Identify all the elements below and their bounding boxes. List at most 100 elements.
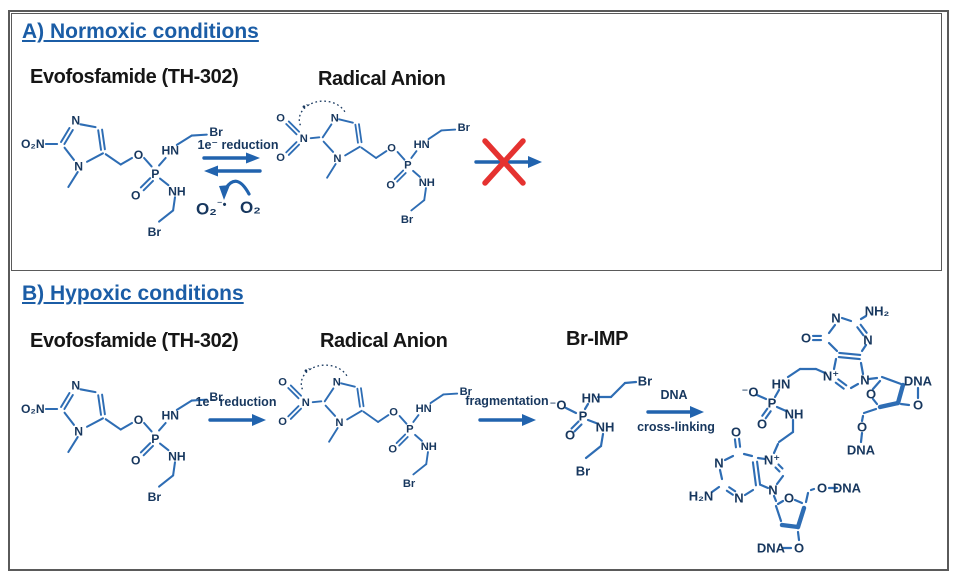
svg-text:O: O xyxy=(134,148,143,162)
svg-text:N⁺: N⁺ xyxy=(764,453,780,468)
svg-text:P: P xyxy=(406,424,414,436)
fragmentation-label: fragmentation xyxy=(465,394,549,408)
svg-text:O: O xyxy=(565,428,575,443)
svg-text:HN: HN xyxy=(416,403,432,415)
svg-text:NH: NH xyxy=(421,441,437,453)
svg-text:NH: NH xyxy=(168,185,186,199)
blocked-reaction-arrow-icon xyxy=(474,138,542,186)
svg-text:HN: HN xyxy=(414,139,430,151)
svg-text:P: P xyxy=(404,160,412,172)
panel-b-reduction-label: 1e⁻ reduction xyxy=(195,395,277,409)
svg-text:O: O xyxy=(388,443,397,455)
radical-anion-structure-b: O N O N N •⁻ O P O HN Br NH Br xyxy=(268,360,483,502)
svg-text:N: N xyxy=(331,112,339,124)
svg-text:O: O xyxy=(131,453,140,467)
svg-text:O: O xyxy=(131,188,140,202)
svg-text:NH: NH xyxy=(785,407,804,422)
figure-border xyxy=(8,10,949,571)
evofosfamide-structure-b: O₂N N N O P O HN Br NH Br xyxy=(14,365,234,510)
curved-arrow-icon xyxy=(224,179,251,196)
svg-text:O: O xyxy=(784,491,794,506)
svg-text:Br: Br xyxy=(638,374,652,389)
superoxide-label: O₂⁻• xyxy=(196,198,226,220)
panel-a-radical-anion-label: Radical Anion xyxy=(318,68,446,90)
svg-text:•⁻: •⁻ xyxy=(304,366,312,377)
svg-text:N: N xyxy=(734,491,743,506)
svg-text:N: N xyxy=(863,333,872,348)
equilibrium-arrows-icon xyxy=(202,152,262,200)
svg-text:Br: Br xyxy=(576,464,590,479)
svg-text:N: N xyxy=(333,153,341,165)
svg-text:O₂N: O₂N xyxy=(21,402,45,416)
svg-text:O: O xyxy=(866,387,876,402)
svg-text:N: N xyxy=(333,376,341,388)
svg-text:P: P xyxy=(151,167,159,181)
svg-text:Br: Br xyxy=(403,478,416,490)
svg-text:O: O xyxy=(386,179,395,191)
svg-text:O: O xyxy=(817,481,827,496)
svg-text:N: N xyxy=(74,159,83,173)
svg-text:DNA: DNA xyxy=(847,443,876,458)
svg-text:N: N xyxy=(335,417,343,429)
reduction-arrow-icon xyxy=(208,414,266,426)
svg-text:Br: Br xyxy=(209,125,223,139)
svg-text:NH₂: NH₂ xyxy=(865,304,890,319)
svg-text:H₂N: H₂N xyxy=(689,489,714,504)
dna-label: DNA xyxy=(660,388,688,402)
svg-text:DNA: DNA xyxy=(904,374,933,389)
svg-text:HN: HN xyxy=(772,377,791,392)
svg-text:O₂N: O₂N xyxy=(21,137,45,151)
superoxide-base: O₂ xyxy=(196,199,217,219)
svg-text:O: O xyxy=(731,425,741,440)
svg-text:N: N xyxy=(302,397,310,409)
panel-a-title: A) Normoxic conditions xyxy=(22,20,259,43)
svg-text:P: P xyxy=(151,432,159,446)
svg-text:O: O xyxy=(757,417,767,432)
svg-text:O: O xyxy=(278,416,287,428)
dna-crosslink-product-structure: ⁻O P O HN NH N NH₂ N O N⁺ N O O DNA O DNA O N H₂N N N⁺ N O O DNA… xyxy=(688,285,938,575)
svg-text:HN: HN xyxy=(582,391,601,406)
svg-text:Br: Br xyxy=(458,122,471,134)
panel-b-evofosfamide-label: Evofosfamide (TH-302) xyxy=(30,330,239,352)
svg-text:P: P xyxy=(579,409,588,424)
svg-text:HN: HN xyxy=(162,409,180,423)
svg-text:Br: Br xyxy=(148,225,162,239)
svg-text:Br: Br xyxy=(148,490,162,504)
svg-text:O: O xyxy=(278,376,287,388)
svg-text:N: N xyxy=(860,373,869,388)
svg-text:O: O xyxy=(913,398,923,413)
svg-text:⁻O: ⁻O xyxy=(742,385,759,400)
brimp-structure: ⁻O P O HN Br NH Br xyxy=(545,372,695,522)
fragmentation-arrow-icon xyxy=(478,414,536,426)
svg-text:N: N xyxy=(74,424,83,438)
crosslinking-arrow-icon xyxy=(646,406,704,418)
svg-text:N: N xyxy=(831,311,840,326)
svg-text:⁻O: ⁻O xyxy=(550,398,567,413)
crosslinking-label: cross-linking xyxy=(637,420,715,434)
svg-text:NH: NH xyxy=(168,450,186,464)
svg-text:N: N xyxy=(71,114,80,128)
svg-text:NH: NH xyxy=(596,420,615,435)
svg-text:HN: HN xyxy=(162,144,180,158)
svg-text:P: P xyxy=(768,396,777,411)
panel-a-reduction-label: 1e⁻ reduction xyxy=(197,138,279,152)
panel-b-radical-anion-label: Radical Anion xyxy=(320,330,448,352)
svg-text:Br: Br xyxy=(460,386,473,398)
svg-text:Br: Br xyxy=(209,390,223,404)
svg-text:O: O xyxy=(134,413,143,427)
svg-text:O: O xyxy=(794,541,804,556)
svg-text:Br: Br xyxy=(401,214,414,226)
svg-text:•⁻: •⁻ xyxy=(302,102,310,113)
svg-text:O: O xyxy=(276,152,285,164)
svg-text:O: O xyxy=(276,112,285,124)
svg-text:O: O xyxy=(857,420,867,435)
panel-a-evofosfamide-label: Evofosfamide (TH-302) xyxy=(30,66,239,88)
panel-b-brimp-label: Br-IMP xyxy=(566,328,629,350)
panel-a-border xyxy=(11,13,942,271)
svg-text:N⁺: N⁺ xyxy=(823,369,839,384)
svg-text:N: N xyxy=(71,379,80,393)
svg-text:N: N xyxy=(768,483,777,498)
svg-text:N: N xyxy=(300,133,308,145)
svg-text:O: O xyxy=(387,143,396,155)
